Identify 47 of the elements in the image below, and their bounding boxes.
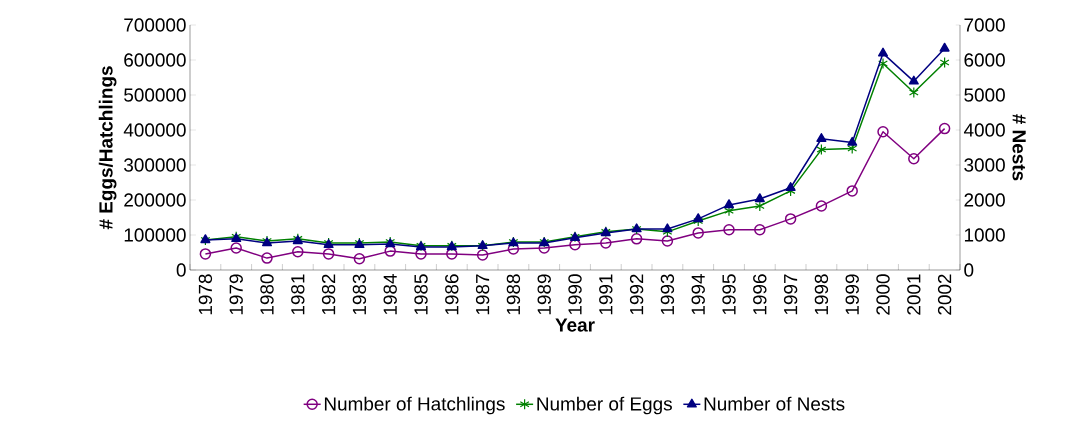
legend-label: Number of Nests	[704, 396, 845, 411]
x-tick-label: 1981	[291, 274, 305, 315]
y-tick-label: 400000	[123, 123, 186, 137]
x-tick-label: 1997	[783, 274, 798, 315]
x-tick-label: 1984	[383, 274, 397, 315]
x-tick-label: 1992	[629, 274, 644, 315]
legend-label: Number of Hatchlings	[324, 396, 505, 415]
y2-tick-label: 2000	[964, 193, 1005, 207]
x-tick-label: 1995	[722, 274, 736, 315]
x-tick-label: 1978	[198, 274, 213, 315]
y2-tick-label: 4000	[963, 123, 1005, 137]
x-tick-label: 1990	[568, 274, 582, 315]
y2-tick-label: 3000	[964, 158, 1005, 172]
x-tick-label: 1985	[414, 274, 428, 315]
x-tick-label: 1996	[753, 274, 767, 315]
y-tick-label: 100000	[124, 228, 186, 242]
x-tick-label: 1982	[321, 274, 336, 315]
x-tick-label: 1987	[475, 274, 490, 315]
legend-label: Number of Eggs	[537, 396, 672, 415]
y-tick-label: 0	[176, 263, 186, 277]
x-tick-label: 1983	[352, 274, 367, 315]
y-axis-title: # Eggs/Hatchlings	[98, 66, 117, 230]
x-tick-label: 1988	[506, 274, 521, 315]
y-tick-label: 500000	[124, 88, 186, 102]
y-tick-label: 300000	[124, 158, 186, 172]
x-tick-label: 2000	[876, 274, 890, 315]
x-tick-label: 1980	[260, 274, 274, 315]
x-tick-label: 1991	[599, 274, 613, 315]
x-tick-label: 1979	[229, 274, 243, 315]
y2-tick-label: 6000	[964, 53, 1005, 67]
y2-axis-title: # Nests	[1012, 114, 1026, 181]
y2-tick-label: 7000	[964, 18, 1005, 32]
x-tick-label: 1998	[814, 274, 829, 315]
x-tick-label: 1999	[845, 274, 859, 315]
y2-tick-label: 5000	[964, 88, 1005, 102]
x-axis-title: Year	[555, 318, 595, 332]
x-tick-label: 1994	[691, 274, 705, 315]
x-tick-label: 2001	[907, 274, 921, 315]
y-tick-label: 200000	[124, 193, 186, 207]
x-tick-label: 1986	[445, 274, 459, 315]
y2-tick-label: 0	[964, 263, 974, 277]
x-tick-label: 2002	[937, 274, 952, 315]
y-tick-label: 700000	[124, 18, 186, 32]
x-tick-label: 1989	[537, 274, 551, 315]
x-tick-label: 1993	[660, 274, 675, 315]
y2-tick-label: 1000	[964, 228, 1005, 242]
y-tick-label: 600000	[124, 53, 186, 67]
